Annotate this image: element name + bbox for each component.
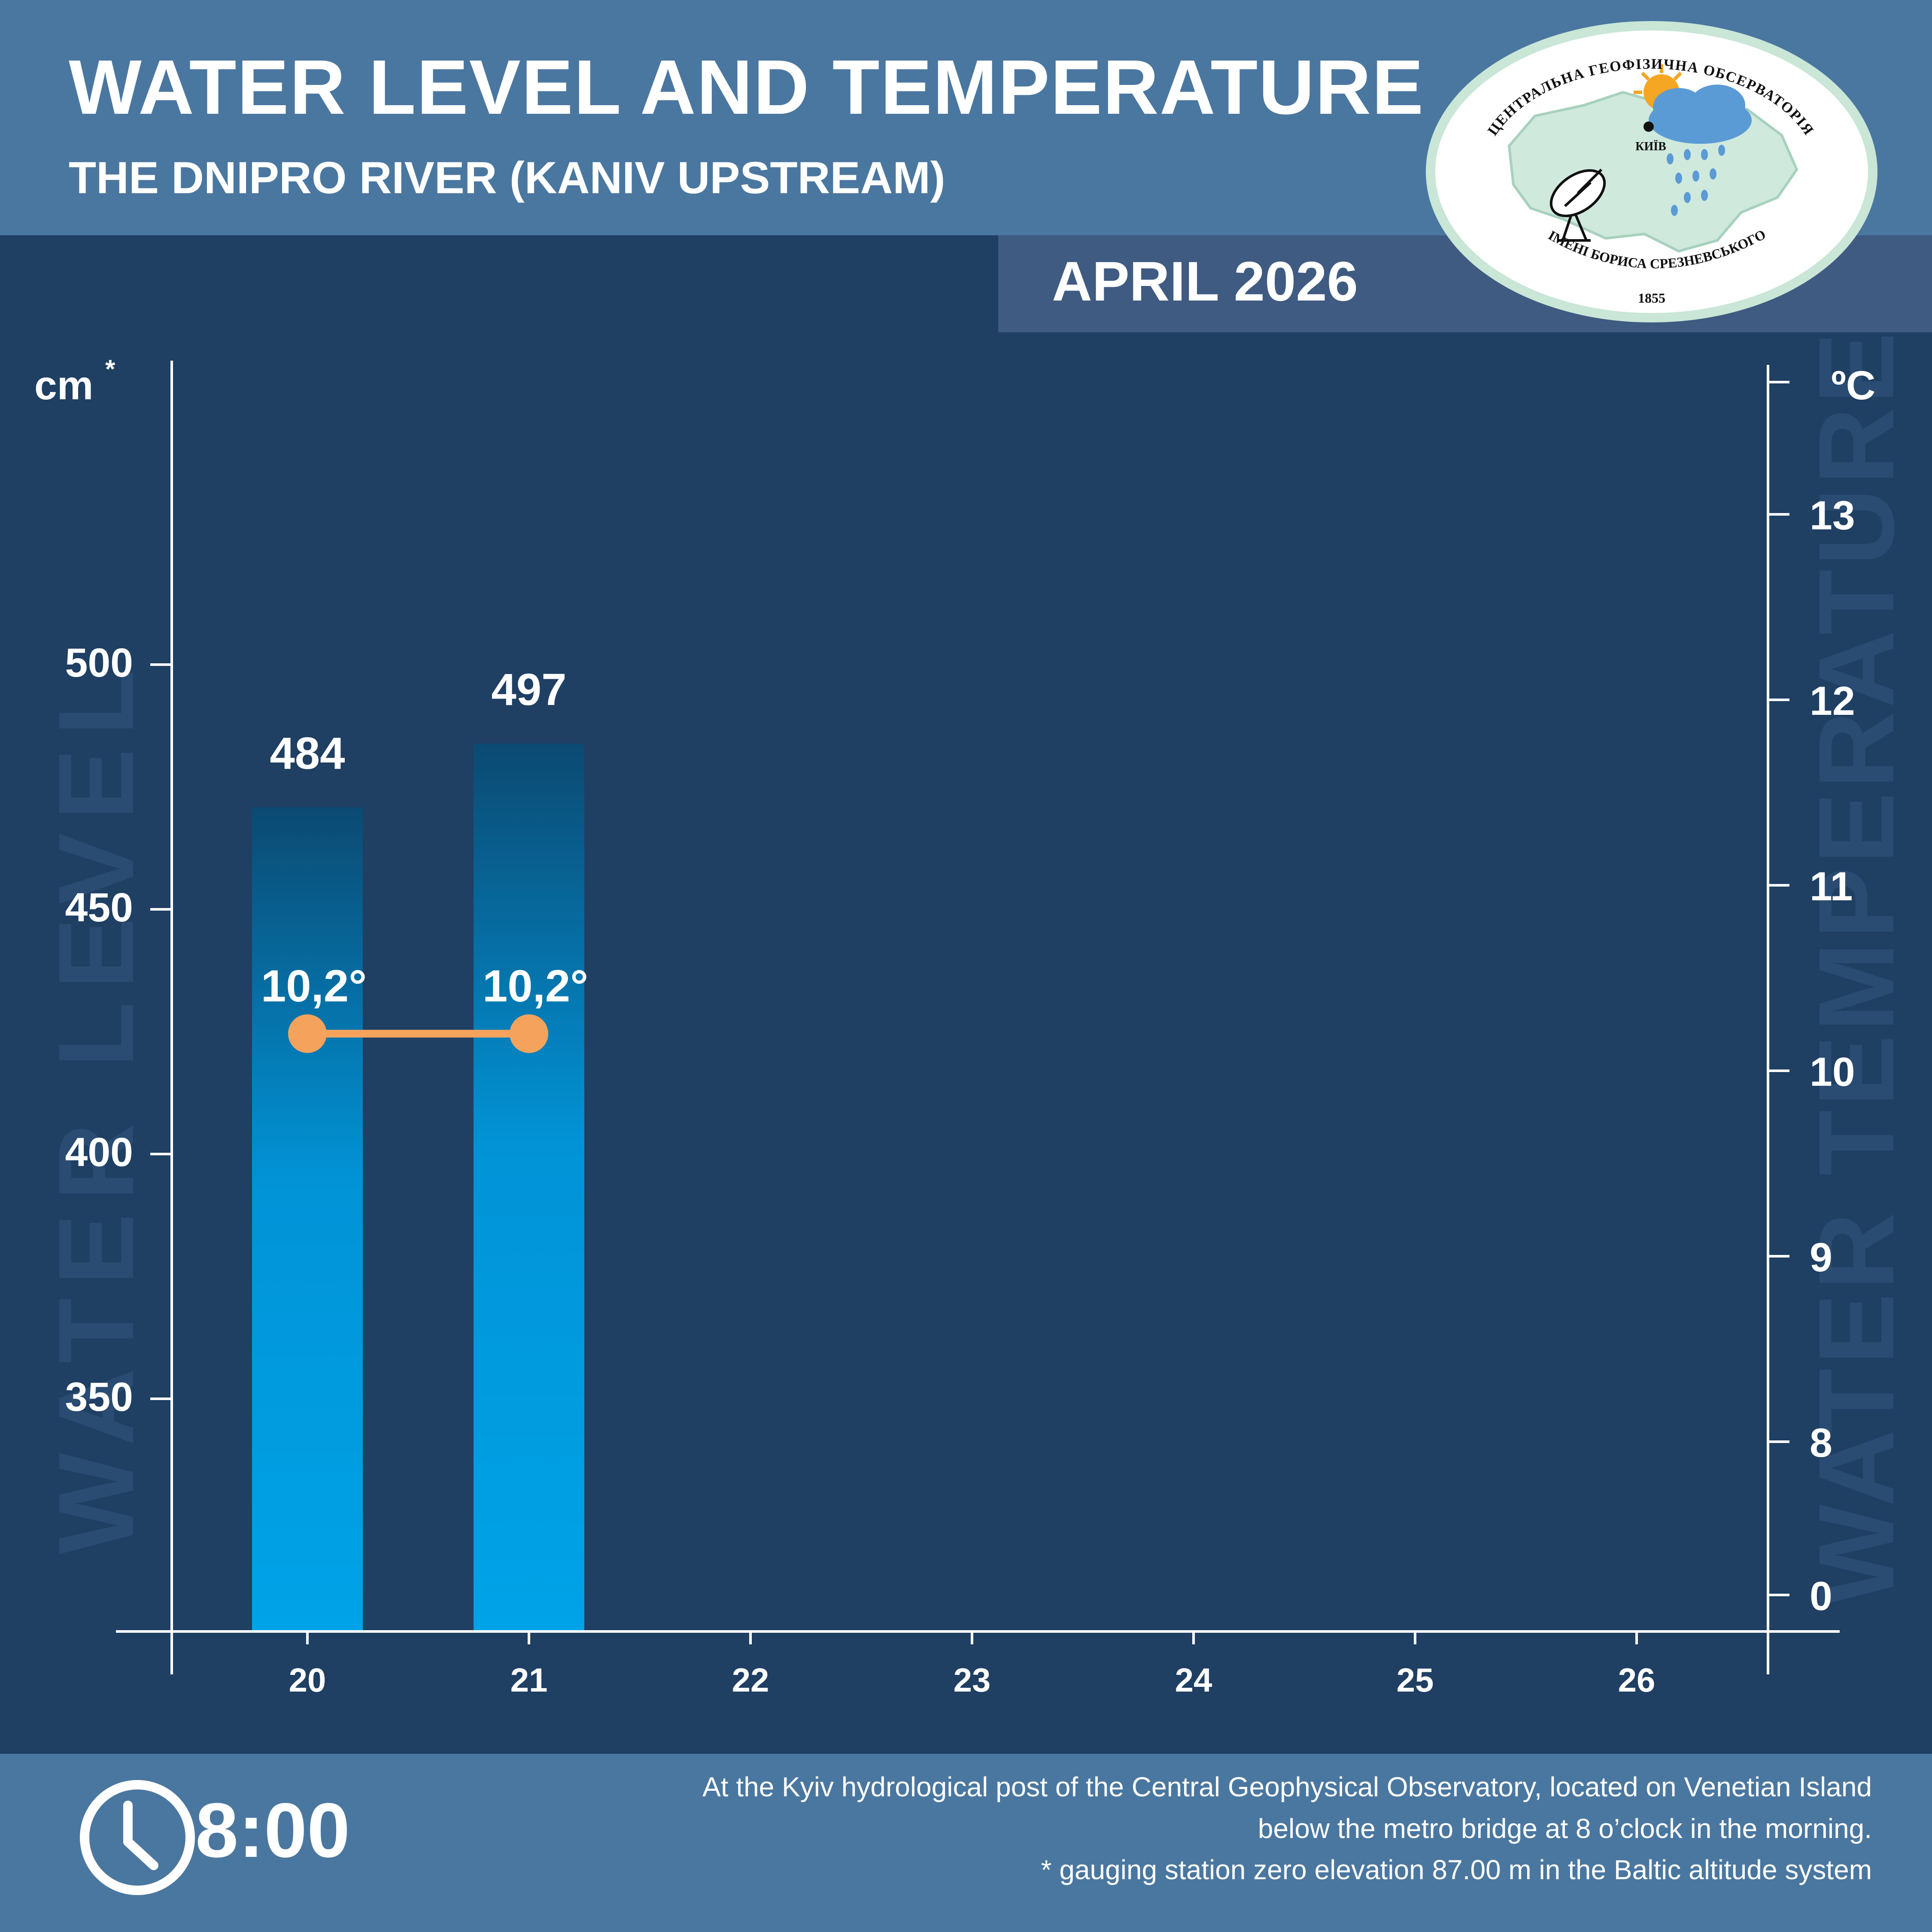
kyiv-dot-icon xyxy=(1643,122,1654,132)
x-tick-label-25: 25 xyxy=(1397,1661,1434,1699)
observation-time: 8:00 xyxy=(195,1787,350,1874)
temperature-point-20 xyxy=(288,1014,327,1053)
right-tick-label-0: 0 xyxy=(1810,1574,1832,1619)
water-level-label-20: 484 xyxy=(270,728,345,778)
logo-year: 1855 xyxy=(1638,290,1665,306)
right-axis-unit: ºC xyxy=(1831,363,1875,408)
x-tick-label-20: 20 xyxy=(289,1661,326,1699)
left-tick-label-500: 500 xyxy=(65,640,133,686)
left-axis-unit: cm xyxy=(34,363,93,408)
right-tick-label-8: 8 xyxy=(1810,1420,1832,1466)
footer-band xyxy=(0,1754,1932,1932)
temperature-label-20: 10,2° xyxy=(261,961,367,1012)
water-temperature-watermark: WATER TEMPERATURE xyxy=(1796,329,1916,1606)
footer-note-line-3: * gauging station zero elevation 87.00 m… xyxy=(1041,1854,1872,1885)
left-tick-label-400: 400 xyxy=(65,1130,133,1175)
satellite-dish-icon xyxy=(1549,168,1606,242)
rain-cloud-icon xyxy=(1649,85,1752,216)
footer-note-line-1: At the Kyiv hydrological post of the Cen… xyxy=(702,1771,1872,1802)
right-tick-label-9: 9 xyxy=(1810,1235,1832,1280)
x-tick-label-22: 22 xyxy=(732,1661,769,1699)
footer-note-line-2: below the metro bridge at 8 o’clock in t… xyxy=(1258,1813,1872,1844)
temperature-label-21: 10,2° xyxy=(483,961,588,1012)
left-tick-label-350: 350 xyxy=(65,1374,133,1420)
water-level-watermark: WATER LEVEL xyxy=(36,657,156,1554)
water-level-bar-20 xyxy=(252,807,363,1631)
clock-icon xyxy=(80,1780,195,1895)
x-tick-label-21: 21 xyxy=(510,1661,548,1699)
logo-city: КИЇВ xyxy=(1635,140,1666,153)
water-level-label-21: 497 xyxy=(491,665,566,715)
water-level-bar-21 xyxy=(474,744,584,1631)
x-tick-label-26: 26 xyxy=(1618,1661,1656,1699)
right-tick-label-11: 11 xyxy=(1810,864,1853,909)
left-tick-label-450: 450 xyxy=(65,885,133,930)
month-label: APRIL 2026 xyxy=(1052,250,1358,313)
right-tick-label-10: 10 xyxy=(1810,1049,1855,1095)
right-tick-label-13: 13 xyxy=(1810,493,1855,538)
x-tick-label-23: 23 xyxy=(954,1661,991,1699)
page-title: WATER LEVEL AND TEMPERATURE xyxy=(69,44,1425,131)
temperature-point-21 xyxy=(510,1014,548,1053)
left-axis-unit-asterisk: * xyxy=(105,355,115,383)
observatory-logo: КИЇВ ЦЕНТРАЛЬНА ГЕОФІЗИЧНА ОБСЕРВАТОРІЯ … xyxy=(1426,21,1877,322)
right-tick-label-12: 12 xyxy=(1810,678,1855,724)
page-subtitle: THE DNIPRO RIVER (KANIV UPSTREAM) xyxy=(69,153,945,203)
x-tick-label-24: 24 xyxy=(1175,1661,1212,1699)
